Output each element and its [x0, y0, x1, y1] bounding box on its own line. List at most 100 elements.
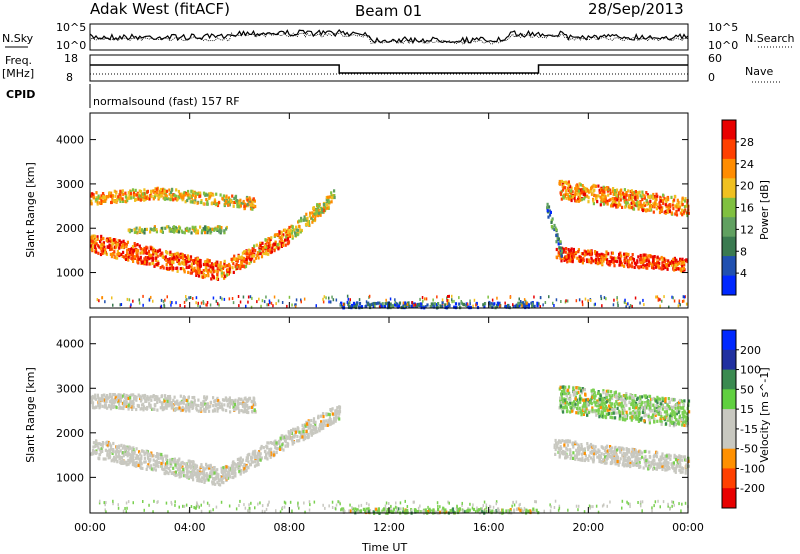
data-cell [634, 394, 637, 398]
data-cell [642, 466, 645, 470]
data-cell [679, 469, 682, 473]
data-cell [638, 266, 641, 270]
data-cell [679, 211, 682, 215]
data-cell [575, 199, 578, 203]
data-cell [183, 270, 186, 274]
ground-scatter-cell [142, 294, 144, 298]
data-cell [147, 463, 150, 467]
data-cell [176, 399, 179, 403]
data-cell [613, 189, 617, 193]
data-cell [103, 405, 106, 409]
data-cell [636, 453, 639, 458]
data-cell [164, 255, 167, 259]
data-cell [243, 250, 246, 254]
data-cell [99, 239, 102, 244]
data-cell [133, 461, 136, 465]
data-cell [136, 243, 139, 247]
data-cell [127, 248, 130, 252]
data-cell [120, 456, 124, 460]
data-cell [177, 463, 180, 467]
data-cell [211, 227, 214, 231]
data-cell [604, 200, 607, 204]
data-cell [164, 454, 167, 458]
data-cell [644, 253, 647, 257]
data-cell [649, 464, 652, 468]
data-cell [453, 305, 456, 309]
data-cell [247, 399, 250, 403]
data-cell [91, 401, 95, 405]
data-cell [143, 198, 146, 202]
data-cell [265, 249, 268, 253]
data-cell [648, 464, 651, 468]
data-cell [179, 267, 182, 271]
data-cell [133, 193, 136, 197]
data-cell [118, 252, 121, 256]
data-cell [119, 394, 122, 398]
data-cell [375, 302, 378, 306]
data-cell [609, 197, 612, 202]
data-cell [178, 226, 182, 230]
ground-scatter-cell [171, 301, 173, 304]
data-cell [139, 247, 142, 251]
data-cell [475, 301, 478, 306]
data-cell [117, 239, 120, 243]
data-cell [228, 475, 231, 479]
data-cell [183, 474, 186, 478]
data-cell [675, 213, 679, 217]
data-cell [258, 458, 261, 462]
data-cell [155, 228, 158, 232]
data-cell [267, 252, 270, 256]
data-cell [415, 305, 418, 309]
data-cell [149, 194, 152, 198]
data-cell [617, 196, 620, 201]
data-cell [326, 421, 329, 425]
data-cell [527, 305, 530, 309]
data-cell [191, 200, 194, 204]
data-cell [241, 264, 244, 268]
data-cell [595, 253, 598, 257]
data-cell [172, 198, 175, 202]
data-cell [321, 210, 324, 214]
ground-scatter-cell [683, 299, 685, 303]
data-cell [643, 253, 646, 257]
ground-scatter-cell [539, 296, 542, 300]
data-cell [169, 198, 172, 202]
data-cell [629, 196, 632, 200]
data-cell [227, 476, 230, 480]
data-cell [155, 230, 158, 234]
data-cell [600, 198, 603, 202]
data-cell [278, 242, 281, 246]
data-cell [127, 258, 130, 262]
data-cell [249, 260, 252, 264]
data-cell [597, 254, 600, 258]
data-cell [112, 238, 115, 242]
data-cell [291, 229, 294, 234]
data-cell [103, 195, 106, 200]
data-cell [681, 264, 684, 269]
data-cell [196, 229, 200, 233]
ground-scatter-cell [625, 305, 627, 309]
data-cell [624, 462, 627, 466]
ground-scatter-cell [152, 299, 154, 303]
ground-scatter-cell [189, 296, 192, 299]
data-cell [183, 268, 186, 272]
data-cell [189, 464, 192, 468]
data-cell [663, 465, 666, 469]
data-cell [582, 188, 585, 192]
ground-scatter-cell [238, 304, 240, 308]
ground-scatter-cell [295, 298, 298, 302]
data-cell [294, 233, 297, 237]
data-cell [113, 459, 116, 463]
data-cell [686, 213, 689, 218]
colorbar-tick-label: 16 [740, 202, 754, 215]
data-cell [590, 451, 593, 455]
data-cell [194, 229, 197, 233]
data-cell [128, 445, 131, 449]
data-cell [102, 457, 105, 461]
data-cell [251, 452, 254, 456]
data-cell [675, 463, 678, 467]
data-cell [247, 406, 250, 410]
data-cell [419, 302, 422, 306]
data-cell [646, 263, 649, 267]
data-cell [621, 191, 624, 195]
